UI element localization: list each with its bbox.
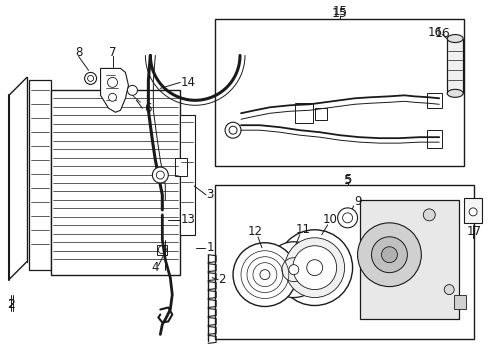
Text: 16: 16 — [433, 27, 449, 40]
Text: 12: 12 — [247, 225, 262, 238]
Text: 15: 15 — [331, 5, 346, 18]
Circle shape — [276, 230, 352, 306]
Circle shape — [357, 223, 421, 287]
Circle shape — [288, 265, 298, 275]
Bar — [359, 200, 458, 319]
Circle shape — [228, 126, 237, 134]
Circle shape — [84, 72, 96, 84]
Circle shape — [156, 171, 164, 179]
Text: 16: 16 — [427, 26, 442, 39]
Circle shape — [87, 75, 93, 81]
Text: 17: 17 — [466, 225, 481, 238]
Text: 8: 8 — [75, 46, 82, 59]
Bar — [180, 115, 195, 235]
Circle shape — [371, 237, 407, 273]
Text: 11: 11 — [295, 223, 310, 236]
Text: 10: 10 — [322, 213, 336, 226]
Text: 2: 2 — [218, 273, 225, 286]
Text: 14: 14 — [181, 76, 195, 89]
Ellipse shape — [447, 89, 462, 97]
Circle shape — [443, 285, 453, 294]
Bar — [157, 245, 167, 255]
Circle shape — [108, 93, 116, 101]
Bar — [463, 198, 481, 223]
Bar — [453, 294, 465, 310]
Circle shape — [423, 209, 434, 221]
Circle shape — [337, 208, 357, 228]
Bar — [51, 90, 180, 275]
Circle shape — [158, 246, 166, 254]
Circle shape — [265, 242, 321, 298]
Circle shape — [285, 238, 344, 298]
Circle shape — [306, 260, 322, 276]
Text: 15: 15 — [331, 7, 347, 20]
Circle shape — [127, 85, 137, 95]
Text: 3: 3 — [206, 188, 213, 202]
Text: 6: 6 — [144, 102, 152, 115]
Circle shape — [260, 270, 269, 280]
Text: 9: 9 — [353, 195, 361, 208]
Bar — [427, 93, 441, 108]
Bar — [447, 39, 462, 93]
Text: 13: 13 — [181, 213, 195, 226]
Ellipse shape — [447, 35, 462, 42]
Bar — [175, 158, 187, 176]
Text: 2: 2 — [7, 298, 15, 311]
Text: 5: 5 — [343, 174, 351, 186]
Polygon shape — [101, 68, 128, 112]
Text: 7: 7 — [108, 46, 116, 59]
Text: 5: 5 — [343, 172, 350, 185]
Text: 1: 1 — [206, 241, 213, 254]
Bar — [29, 80, 51, 270]
Bar — [294, 103, 312, 123]
Bar — [215, 185, 473, 339]
Circle shape — [233, 243, 296, 306]
Circle shape — [107, 77, 117, 87]
Bar — [314, 108, 326, 120]
Circle shape — [381, 247, 397, 263]
Text: 4: 4 — [151, 261, 159, 274]
Circle shape — [152, 167, 168, 183]
Circle shape — [468, 208, 476, 216]
Circle shape — [224, 122, 241, 138]
Bar — [427, 130, 441, 148]
Circle shape — [281, 258, 305, 282]
Bar — [215, 19, 463, 166]
Circle shape — [342, 213, 352, 223]
Text: 2: 2 — [7, 298, 15, 311]
Circle shape — [292, 246, 336, 289]
